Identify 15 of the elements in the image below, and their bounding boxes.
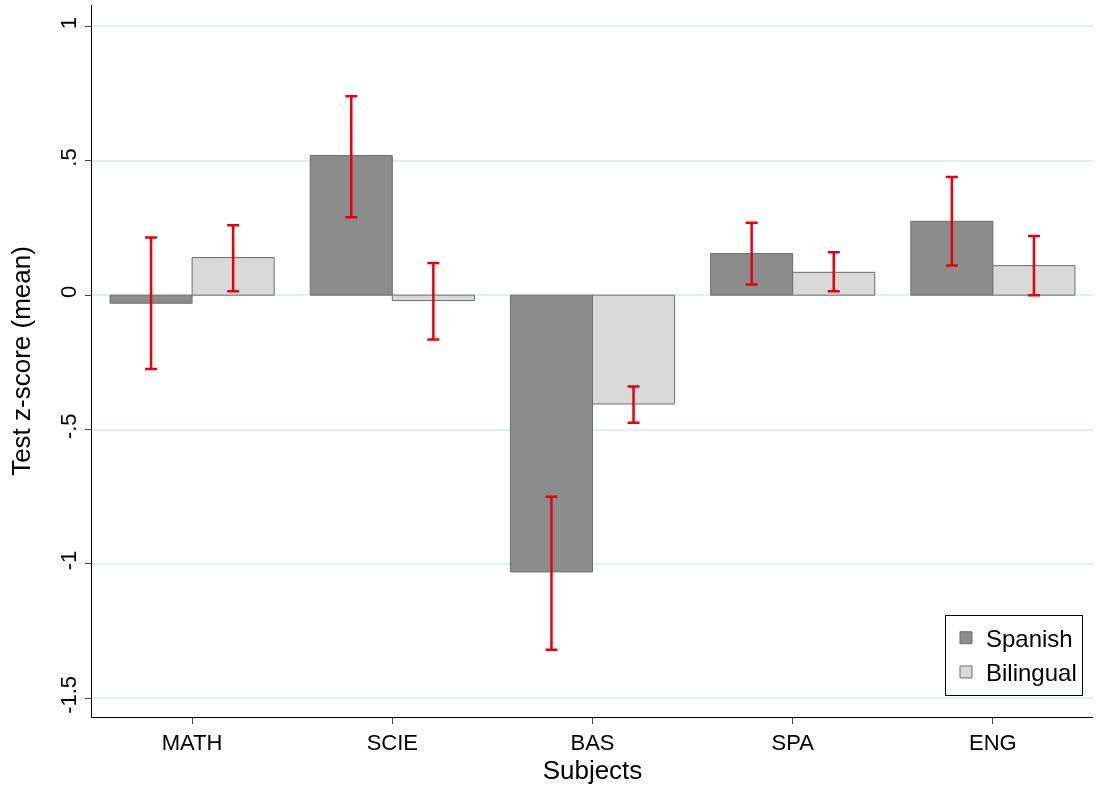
x-tick-label: SCIE bbox=[366, 730, 418, 756]
y-tick-label: 0 bbox=[56, 285, 82, 298]
y-axis-title: Test z-score (mean) bbox=[6, 246, 36, 476]
x-tick-label: MATH bbox=[161, 730, 223, 756]
x-tick-label: ENG bbox=[969, 730, 1017, 756]
legend-label: Spanish bbox=[985, 625, 1073, 653]
legend-label: Bilingual bbox=[985, 659, 1077, 687]
y-tick-label: -.5 bbox=[56, 413, 82, 440]
x-axis-title: Subjects bbox=[542, 755, 643, 785]
y-tick-label: -1 bbox=[56, 550, 82, 571]
y-tick-label: -1.5 bbox=[56, 675, 82, 714]
y-tick-label: .5 bbox=[56, 148, 82, 167]
x-tick-label: BAS bbox=[570, 730, 615, 756]
y-tick-label: 1 bbox=[56, 17, 82, 30]
x-tick-label: SPA bbox=[771, 730, 815, 756]
